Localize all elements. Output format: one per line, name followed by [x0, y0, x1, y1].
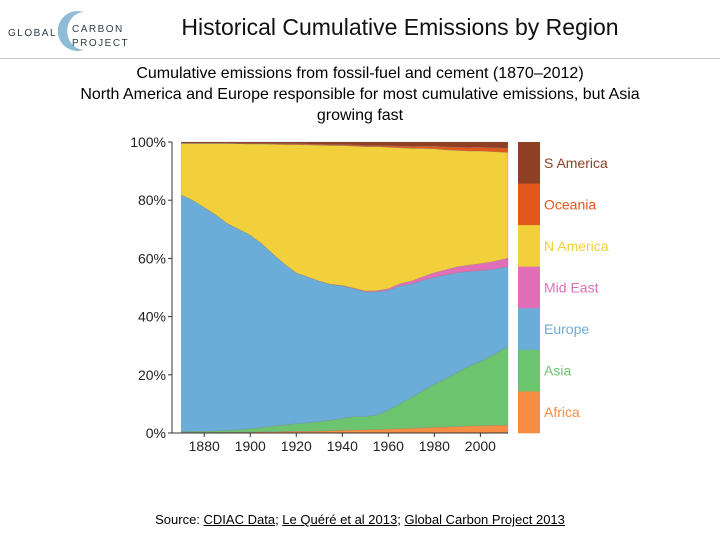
- x-tick-label: 2000: [465, 438, 496, 454]
- subtitle-line-1: Cumulative emissions from fossil-fuel an…: [136, 65, 584, 82]
- legend-swatch-asia: [518, 349, 540, 392]
- chart-subtitle: Cumulative emissions from fossil-fuel an…: [0, 63, 720, 126]
- legend-label-s-america: S America: [544, 155, 608, 171]
- logo-word-carbon: CARBON: [72, 24, 124, 35]
- legend-label-europe: Europe: [544, 321, 589, 337]
- x-tick-label: 1900: [235, 438, 266, 454]
- y-tick-label: 20%: [138, 367, 166, 383]
- legend-swatch-europe: [518, 308, 540, 351]
- source-footer: Source: CDIAC Data; Le Quéré et al 2013;…: [0, 512, 720, 527]
- source-prefix: Source:: [155, 512, 204, 527]
- global-carbon-project-logo: GLOBAL CARBON PROJECT: [6, 6, 134, 56]
- y-tick-label: 40%: [138, 309, 166, 325]
- legend-swatch-oceania: [518, 183, 540, 226]
- subtitle-line-3: growing fast: [316, 107, 404, 124]
- y-tick-label: 0%: [146, 425, 166, 441]
- logo-word-global: GLOBAL: [8, 28, 57, 39]
- legend-label-asia: Asia: [544, 363, 571, 379]
- y-tick-label: 100%: [130, 134, 166, 150]
- page-title: Historical Cumulative Emissions by Regio…: [181, 14, 619, 40]
- area-s-america: [181, 141, 509, 149]
- global-carbon-project-link[interactable]: Global Carbon Project 2013: [404, 512, 565, 527]
- source-separator-2: ;: [397, 512, 405, 527]
- cumulative-emissions-chart: 0% 20% 40% 60% 80% 100% 1880 1900 1920 1940 1960 19…: [120, 130, 640, 460]
- header-divider: [0, 58, 720, 59]
- logo-swoosh: [57, 11, 84, 51]
- legend-swatch-s-america: [518, 142, 540, 184]
- logo-graphic: GLOBAL CARBON PROJECT: [8, 11, 129, 51]
- cdiac-data-link[interactable]: CDIAC Data: [203, 512, 276, 527]
- legend-swatch-n-america: [518, 225, 540, 267]
- x-tick-label: 1960: [373, 438, 404, 454]
- legend-label-n-america: N America: [544, 238, 609, 254]
- logo-word-project: PROJECT: [72, 38, 129, 49]
- x-tick-label: 1880: [189, 438, 220, 454]
- x-tick-label: 1920: [281, 438, 312, 454]
- legend-label-africa: Africa: [544, 404, 580, 420]
- legend-label-oceania: Oceania: [544, 196, 596, 212]
- x-tick-label: 1980: [419, 438, 450, 454]
- le-quere-link[interactable]: Le Quéré et al 2013: [282, 512, 398, 527]
- legend-label-mid-east: Mid East: [544, 280, 599, 296]
- chart-svg: 0% 20% 40% 60% 80% 100% 1880 1900 1920 1940 1960 19…: [130, 134, 609, 454]
- legend-swatch-africa: [518, 391, 540, 434]
- x-tick-label: 1940: [327, 438, 358, 454]
- legend-swatch-mid-east: [518, 266, 540, 309]
- source-separator-1: ;: [275, 512, 283, 527]
- y-tick-label: 60%: [138, 250, 166, 266]
- y-tick-label: 80%: [138, 192, 166, 208]
- subtitle-line-2: North America and Europe responsible for…: [80, 86, 640, 103]
